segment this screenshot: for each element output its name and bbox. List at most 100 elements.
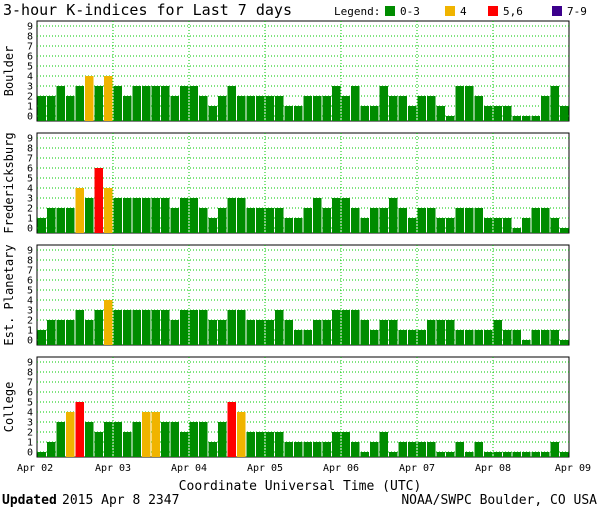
- panel-frame: [36, 132, 570, 234]
- bar: [256, 432, 265, 457]
- bar: [531, 452, 540, 457]
- bar: [446, 320, 455, 345]
- bar: [436, 106, 445, 121]
- bar: [218, 320, 227, 345]
- bar: [522, 340, 531, 345]
- bar: [370, 106, 379, 121]
- y-tick-label: 9: [27, 358, 33, 369]
- bar: [408, 106, 417, 121]
- panel-label: Est. Planetary: [2, 244, 16, 345]
- bar: [455, 330, 464, 345]
- bar: [94, 86, 103, 121]
- bar: [351, 208, 360, 233]
- bar: [218, 208, 227, 233]
- bar: [303, 208, 312, 233]
- y-tick-label: 7: [27, 266, 33, 277]
- bar: [123, 432, 132, 457]
- bar: [132, 422, 141, 457]
- bar: [484, 106, 493, 121]
- bar: [37, 452, 46, 457]
- legend-swatch-5-6: [488, 6, 498, 16]
- bar: [484, 330, 493, 345]
- y-tick-label: 3: [27, 306, 33, 317]
- bar: [256, 208, 265, 233]
- bar: [208, 442, 217, 457]
- bar: [436, 452, 445, 457]
- bar: [56, 86, 65, 121]
- bar: [427, 320, 436, 345]
- bar: [75, 402, 84, 457]
- bar: [408, 442, 417, 457]
- bar: [303, 96, 312, 121]
- bar: [75, 310, 84, 345]
- bar: [474, 442, 483, 457]
- bar: [180, 86, 189, 121]
- bar: [313, 198, 322, 233]
- bar: [66, 208, 75, 233]
- updated-label: Updated: [2, 493, 57, 508]
- bar: [427, 442, 436, 457]
- y-tick-label: 2: [27, 92, 33, 103]
- y-tick-label: 5: [27, 286, 33, 297]
- bar: [189, 86, 198, 121]
- bar: [56, 208, 65, 233]
- bar: [417, 330, 426, 345]
- bar: [522, 218, 531, 233]
- bar: [370, 442, 379, 457]
- bar: [550, 218, 559, 233]
- bar: [455, 442, 464, 457]
- x-tick-label: Apr 08: [475, 463, 511, 474]
- y-tick-label: 6: [27, 164, 33, 175]
- y-tick-label: 0: [27, 336, 33, 347]
- bar: [389, 96, 398, 121]
- bar: [142, 86, 151, 121]
- bar: [446, 218, 455, 233]
- bar: [332, 432, 341, 457]
- bar: [284, 218, 293, 233]
- bar: [284, 320, 293, 345]
- bar: [151, 412, 160, 457]
- bar: [389, 320, 398, 345]
- x-tick-label: Apr 07: [399, 463, 435, 474]
- bar: [531, 330, 540, 345]
- y-tick-label: 6: [27, 276, 33, 287]
- bar: [161, 198, 170, 233]
- bar: [550, 330, 559, 345]
- bar: [294, 442, 303, 457]
- panel-frame: [36, 356, 570, 458]
- y-tick-label: 4: [27, 296, 33, 307]
- bar: [85, 320, 94, 345]
- bar: [408, 218, 417, 233]
- x-tick-label: Apr 04: [171, 463, 207, 474]
- panel-label: Fredericksburg: [2, 132, 16, 233]
- bar: [265, 96, 274, 121]
- bar: [303, 442, 312, 457]
- bar: [360, 320, 369, 345]
- y-tick-label: 8: [27, 368, 33, 379]
- bar: [66, 412, 75, 457]
- bar: [522, 452, 531, 457]
- panel-label: College: [2, 382, 16, 433]
- bar: [170, 208, 179, 233]
- bar: [541, 330, 550, 345]
- y-tick-label: 0: [27, 448, 33, 459]
- bar: [389, 198, 398, 233]
- bar: [560, 228, 569, 233]
- y-tick-label: 2: [27, 204, 33, 215]
- bar: [436, 218, 445, 233]
- bar: [351, 86, 360, 121]
- bar: [47, 442, 56, 457]
- bar: [227, 402, 236, 457]
- bar: [512, 116, 521, 121]
- bar: [465, 330, 474, 345]
- y-tick-label: 3: [27, 418, 33, 429]
- bar: [408, 330, 417, 345]
- bar: [503, 106, 512, 121]
- bar: [199, 96, 208, 121]
- bar: [465, 86, 474, 121]
- x-axis-ticks: Apr 02 Apr 03 Apr 04 Apr 05 Apr 06 Apr 07 Apr …: [17, 463, 591, 474]
- bar: [303, 330, 312, 345]
- bar: [47, 96, 56, 121]
